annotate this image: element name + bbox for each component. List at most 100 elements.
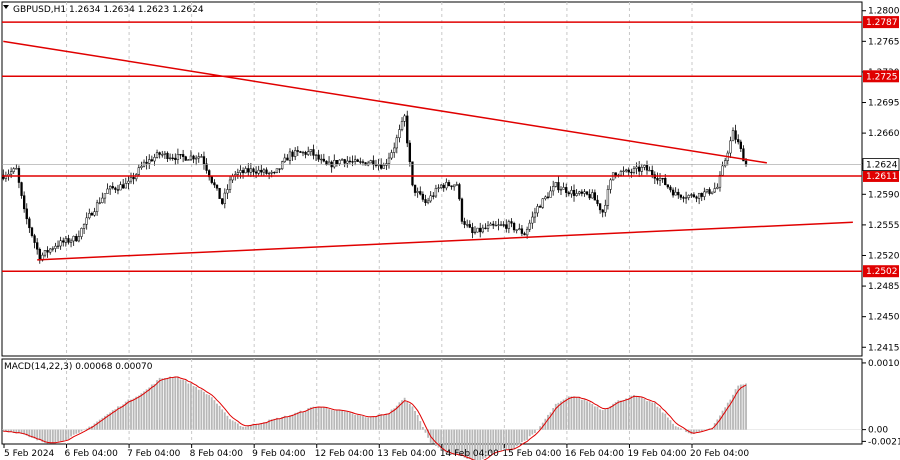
candle-body[interactable] bbox=[252, 168, 255, 173]
candle-body[interactable] bbox=[439, 184, 443, 189]
candle-body[interactable] bbox=[593, 192, 597, 201]
candle-body[interactable] bbox=[640, 167, 643, 172]
candle-body[interactable] bbox=[419, 191, 422, 195]
candle-body[interactable] bbox=[507, 221, 511, 229]
candle-body[interactable] bbox=[429, 195, 432, 202]
candle-body[interactable] bbox=[525, 229, 529, 236]
candle-body[interactable] bbox=[598, 203, 602, 211]
candle-body[interactable] bbox=[161, 154, 164, 156]
candle-body[interactable] bbox=[437, 187, 440, 189]
candle-body[interactable] bbox=[210, 176, 213, 183]
candle-body[interactable] bbox=[338, 159, 341, 165]
candle-body[interactable] bbox=[307, 151, 310, 155]
candle-body[interactable] bbox=[124, 183, 127, 189]
candle-body[interactable] bbox=[54, 245, 57, 249]
candle-body[interactable] bbox=[320, 158, 323, 161]
candle-body[interactable] bbox=[432, 195, 435, 197]
candle-body[interactable] bbox=[648, 169, 651, 172]
candle-body[interactable] bbox=[411, 161, 414, 186]
candle-body[interactable] bbox=[194, 157, 198, 160]
candle-body[interactable] bbox=[549, 190, 552, 198]
candle-body[interactable] bbox=[119, 184, 122, 191]
candle-body[interactable] bbox=[343, 159, 346, 164]
candle-body[interactable] bbox=[98, 202, 101, 204]
candle-body[interactable] bbox=[241, 170, 245, 174]
candle-body[interactable] bbox=[622, 170, 625, 172]
candle-body[interactable] bbox=[570, 189, 573, 195]
candle-body[interactable] bbox=[588, 194, 591, 199]
candle-body[interactable] bbox=[713, 188, 716, 193]
candle-body[interactable] bbox=[239, 170, 242, 173]
candle-body[interactable] bbox=[30, 227, 34, 236]
candle-body[interactable] bbox=[247, 168, 250, 173]
candle-body[interactable] bbox=[445, 182, 448, 189]
candle-body[interactable] bbox=[606, 189, 610, 206]
candle-body[interactable] bbox=[479, 227, 482, 233]
candle-body[interactable] bbox=[416, 191, 419, 193]
candle-body[interactable] bbox=[382, 165, 385, 169]
candle-body[interactable] bbox=[67, 238, 70, 243]
candle-body[interactable] bbox=[236, 172, 240, 175]
candle-body[interactable] bbox=[390, 152, 393, 159]
candle-body[interactable] bbox=[492, 223, 495, 226]
candle-body[interactable] bbox=[393, 147, 396, 153]
candle-body[interactable] bbox=[82, 223, 86, 229]
candle-body[interactable] bbox=[340, 159, 344, 161]
candle-body[interactable] bbox=[278, 168, 281, 170]
candle-body[interactable] bbox=[421, 193, 425, 200]
candle-body[interactable] bbox=[538, 206, 542, 208]
candle-body[interactable] bbox=[408, 142, 412, 163]
candle-body[interactable] bbox=[103, 193, 107, 199]
candle-body[interactable] bbox=[466, 224, 469, 226]
candle-body[interactable] bbox=[395, 137, 398, 149]
candle-body[interactable] bbox=[591, 192, 594, 199]
candle-body[interactable] bbox=[262, 169, 266, 173]
candle-body[interactable] bbox=[619, 171, 623, 176]
candle-body[interactable] bbox=[578, 191, 581, 194]
candle-body[interactable] bbox=[674, 191, 677, 196]
candle-body[interactable] bbox=[705, 189, 709, 193]
candle-body[interactable] bbox=[721, 165, 724, 176]
candle-body[interactable] bbox=[43, 250, 47, 256]
candle-body[interactable] bbox=[426, 200, 430, 204]
candle-body[interactable] bbox=[489, 223, 492, 226]
candle-body[interactable] bbox=[288, 151, 292, 161]
candle-body[interactable] bbox=[494, 224, 498, 227]
candle-body[interactable] bbox=[335, 159, 339, 165]
candle-body[interactable] bbox=[387, 157, 391, 164]
candle-body[interactable] bbox=[226, 189, 229, 194]
candle-body[interactable] bbox=[12, 168, 15, 172]
candle-body[interactable] bbox=[502, 224, 505, 226]
candle-body[interactable] bbox=[257, 169, 260, 174]
candle-body[interactable] bbox=[531, 216, 534, 224]
candle-body[interactable] bbox=[80, 228, 83, 237]
candle-body[interactable] bbox=[260, 169, 263, 173]
candle-body[interactable] bbox=[635, 166, 638, 169]
candle-body[interactable] bbox=[28, 218, 31, 229]
candle-body[interactable] bbox=[294, 150, 297, 157]
candle-body[interactable] bbox=[690, 194, 693, 196]
candle-body[interactable] bbox=[155, 152, 159, 158]
candle-body[interactable] bbox=[684, 197, 688, 199]
candle-body[interactable] bbox=[700, 192, 703, 197]
candle-body[interactable] bbox=[223, 192, 226, 204]
candle-body[interactable] bbox=[280, 161, 284, 170]
candle-body[interactable] bbox=[200, 156, 203, 158]
candle-body[interactable] bbox=[656, 178, 659, 181]
candle-body[interactable] bbox=[671, 189, 675, 196]
candle-body[interactable] bbox=[254, 171, 258, 174]
candle-body[interactable] bbox=[95, 202, 99, 212]
candle-body[interactable] bbox=[687, 195, 690, 198]
candle-body[interactable] bbox=[359, 161, 362, 163]
candle-body[interactable] bbox=[585, 191, 589, 195]
candle-body[interactable] bbox=[171, 157, 174, 159]
candle-body[interactable] bbox=[221, 198, 224, 204]
candle-body[interactable] bbox=[163, 152, 167, 155]
candle-body[interactable] bbox=[346, 160, 349, 164]
candle-body[interactable] bbox=[434, 188, 438, 197]
candle-body[interactable] bbox=[710, 191, 714, 194]
candle-body[interactable] bbox=[267, 172, 271, 175]
candle-body[interactable] bbox=[731, 130, 735, 142]
candle-body[interactable] bbox=[458, 184, 461, 200]
candle-body[interactable] bbox=[291, 151, 294, 157]
